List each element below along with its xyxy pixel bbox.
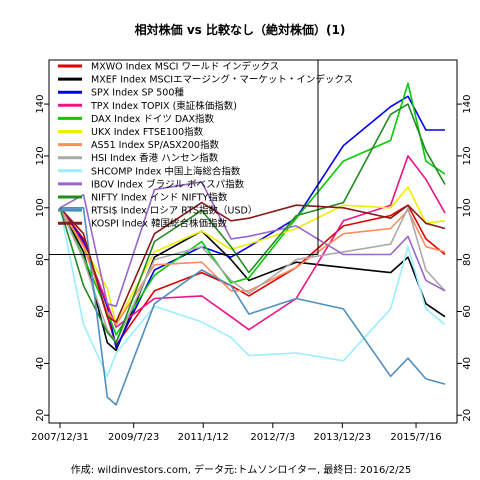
- legend-label: MXEF Index MSCIエマージング・マーケット・インデックス: [91, 74, 353, 86]
- legend-label: SPX Index SP 500種: [91, 88, 184, 99]
- y-axis-left: 20 40 60 80 100 120 140: [35, 95, 50, 422]
- y-tick-label-right: 100: [462, 198, 473, 217]
- series-line-13: [59, 201, 446, 323]
- series-line-10: [59, 181, 446, 308]
- legend-label: UKX Index FTSE100指数: [91, 126, 204, 138]
- series-lines-layer: [59, 82, 446, 406]
- x-tick-label: 2013/12/23: [314, 432, 372, 443]
- x-tick-label: 2007/12/31: [31, 432, 89, 443]
- y-tick-label-right: 20: [462, 409, 473, 422]
- series-line-5: [59, 82, 446, 336]
- legend-item: NIFTY Index インド NIFTY指数: [58, 192, 228, 204]
- x-tick-label: 2009/7/23: [108, 432, 159, 443]
- legend-item: SHCOMP Index 中国上海総合指数: [58, 165, 241, 177]
- legend-label: MXWO Index MSCI ワールド インデックス: [91, 61, 279, 73]
- legend-label: NIFTY Index インド NIFTY指数: [91, 192, 228, 204]
- y-tick-label-left: 100: [35, 198, 46, 217]
- y-tick-label-right: 140: [462, 95, 473, 114]
- y-tick-label-left: 80: [35, 253, 46, 266]
- x-tick-label: 2011/1/12: [178, 432, 229, 443]
- series-line-6: [59, 186, 446, 326]
- series-line-4: [59, 155, 446, 331]
- legend-label: AS51 Index SP/ASX200指数: [91, 139, 219, 151]
- legend-item: KOSPI Index 韓国総合株価指数: [58, 218, 227, 230]
- y-axis-right: 20 40 60 80 100 120 140: [456, 95, 473, 422]
- y-tick-label-left: 40: [35, 357, 46, 370]
- legend-label: IBOV Index ブラジル ボベスパ指数: [91, 178, 245, 190]
- y-tick-label-right: 120: [462, 146, 473, 165]
- x-tick-label: 2012/7/3: [250, 432, 295, 443]
- y-tick-label-left: 140: [35, 95, 46, 114]
- legend-label: HSI Index 香港 ハンセン指数: [91, 152, 219, 164]
- x-axis: 2007/12/31 2009/7/23 2011/1/12 2012/7/3 2013…: [31, 422, 445, 443]
- legend-label: KOSPI Index 韓国総合株価指数: [91, 218, 227, 230]
- legend-item: RTSI$ Index ロシア RTS指数（USD）: [58, 205, 257, 217]
- legend-item: AS51 Index SP/ASX200指数: [58, 139, 219, 151]
- y-tick-label-right: 80: [462, 253, 473, 266]
- legend-item: DAX Index ドイツ DAX指数: [58, 113, 215, 125]
- series-line-9: [59, 207, 446, 378]
- legend-item: UKX Index FTSE100指数: [58, 126, 204, 138]
- y-tick-label-right: 40: [462, 357, 473, 370]
- footer-caption: 作成: wildinvestors.com, データ元:トムソンロイター, 最終…: [71, 463, 411, 476]
- legend-label: DAX Index ドイツ DAX指数: [91, 113, 215, 125]
- legend-item: IBOV Index ブラジル ボベスパ指数: [58, 178, 245, 190]
- chart-title: 相対株価 vs 比較なし（絶対株価）(1): [135, 22, 346, 37]
- y-tick-label-right: 60: [462, 305, 473, 318]
- series-line-8: [59, 207, 446, 344]
- y-tick-label-left: 120: [35, 146, 46, 165]
- legend-label: RTSI$ Index ロシア RTS指数（USD）: [91, 205, 257, 217]
- legend-item: TPX Index TOPIX (東証株価指数): [58, 100, 237, 112]
- legend-label: SHCOMP Index 中国上海総合指数: [91, 165, 241, 177]
- legend-item: HSI Index 香港 ハンセン指数: [58, 152, 219, 164]
- series-line-12: [60, 207, 446, 406]
- legend-item: MXEF Index MSCIエマージング・マーケット・インデックス: [58, 74, 353, 86]
- legend-item: MXWO Index MSCI ワールド インデックス: [58, 61, 279, 73]
- x-tick-label: 2015/7/16: [390, 432, 441, 443]
- y-tick-label-left: 20: [35, 409, 46, 422]
- series-line-11: [59, 103, 446, 344]
- legend-item: SPX Index SP 500種: [58, 88, 184, 99]
- y-tick-label-left: 60: [35, 305, 46, 318]
- legend-label: TPX Index TOPIX (東証株価指数): [90, 100, 237, 112]
